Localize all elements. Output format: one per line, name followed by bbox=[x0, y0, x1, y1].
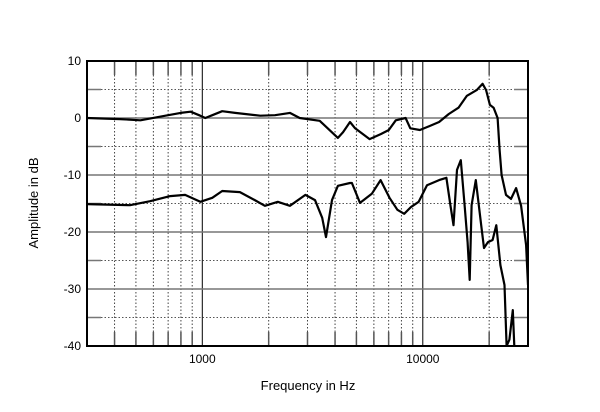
y-tick-label: -40 bbox=[64, 339, 82, 353]
y-tick-label: -20 bbox=[64, 225, 82, 239]
x-tick-label: 10000 bbox=[406, 352, 440, 366]
y-tick-label: -30 bbox=[64, 282, 82, 296]
y-axis-tick-labels: 10 0 -10 -20 -30 -40 bbox=[64, 54, 82, 353]
plot-frame bbox=[86, 60, 529, 347]
y-tick-label: 0 bbox=[74, 111, 81, 125]
data-traces bbox=[87, 82, 528, 346]
x-axis-title: Frequency in Hz bbox=[261, 378, 356, 393]
y-tick-label: 10 bbox=[68, 54, 82, 68]
trace-upper-trace bbox=[87, 82, 528, 286]
y-tick-label: -10 bbox=[64, 168, 82, 182]
x-tick-label: 1000 bbox=[189, 352, 216, 366]
trace-lower-trace bbox=[87, 159, 516, 346]
x-axis-tick-labels: 1000 10000 bbox=[189, 352, 440, 366]
y-axis-title: Amplitude in dB bbox=[26, 157, 41, 248]
